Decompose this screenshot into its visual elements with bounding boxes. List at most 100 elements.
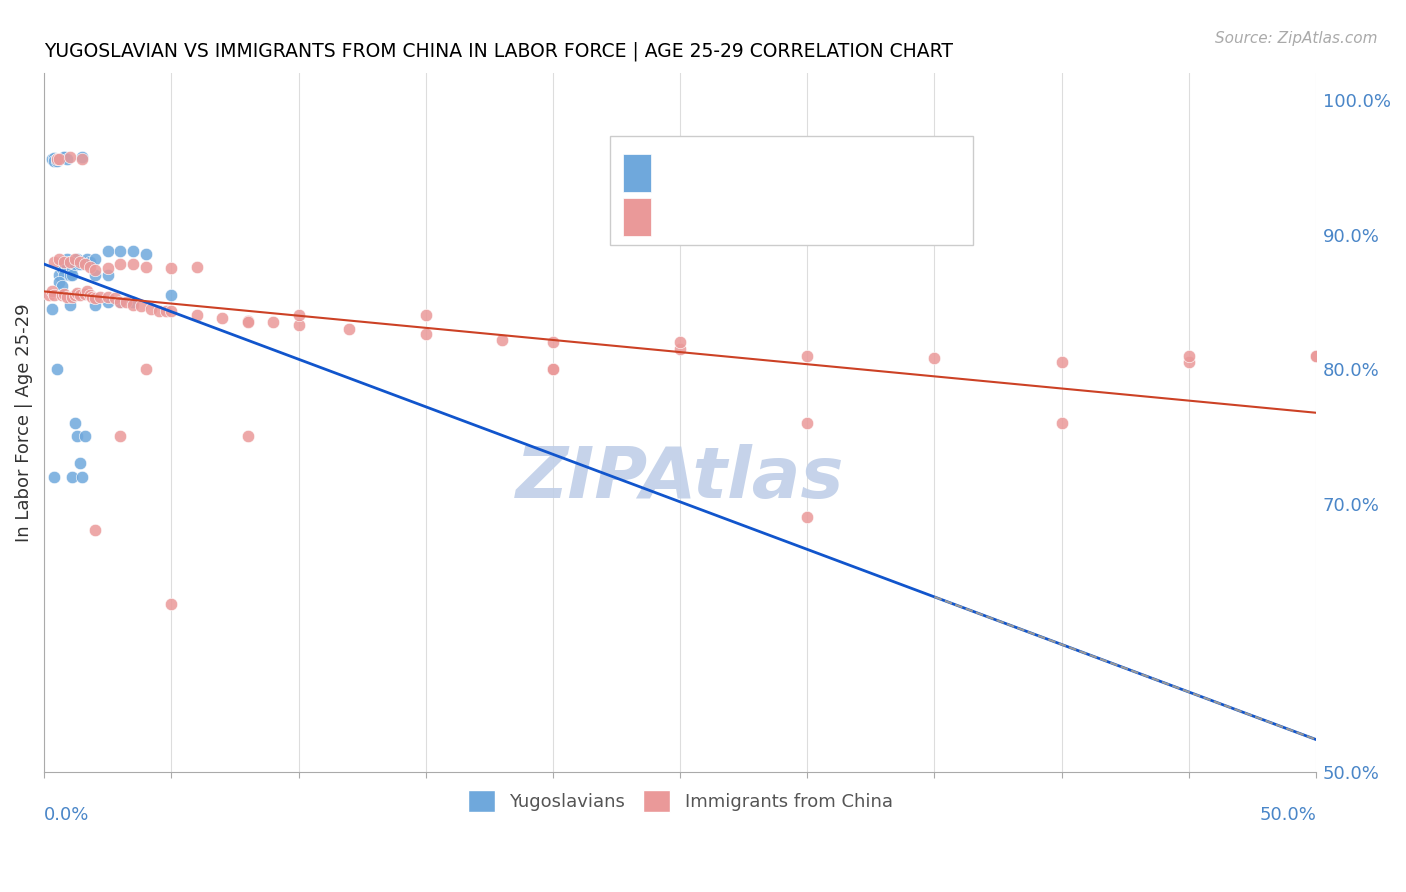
Point bbox=[44, 288, 66, 302]
Point bbox=[76, 284, 98, 298]
Point bbox=[236, 314, 259, 328]
Point bbox=[63, 288, 86, 302]
Text: R =  0.225    N = 51: R = 0.225 N = 51 bbox=[666, 161, 848, 179]
Point bbox=[63, 257, 86, 271]
Point bbox=[97, 261, 120, 276]
Point bbox=[66, 429, 89, 443]
Point bbox=[44, 153, 66, 168]
Point bbox=[97, 289, 120, 303]
Point bbox=[72, 150, 94, 164]
FancyBboxPatch shape bbox=[623, 198, 651, 236]
Point bbox=[48, 252, 70, 266]
Point bbox=[73, 286, 96, 301]
Point bbox=[337, 322, 360, 336]
Point bbox=[53, 268, 76, 282]
Point bbox=[45, 153, 67, 167]
Point bbox=[84, 252, 107, 266]
Point bbox=[287, 309, 309, 323]
Point bbox=[160, 304, 183, 318]
Point bbox=[541, 362, 564, 376]
Point bbox=[73, 429, 96, 443]
Point bbox=[122, 295, 145, 310]
Point bbox=[51, 288, 73, 302]
Point bbox=[1178, 355, 1201, 369]
Point bbox=[58, 254, 80, 268]
Point bbox=[56, 153, 79, 167]
Point bbox=[541, 335, 564, 350]
Point bbox=[1050, 416, 1073, 430]
Point bbox=[69, 456, 91, 470]
Text: ZIPAtlas: ZIPAtlas bbox=[516, 444, 845, 514]
Point bbox=[72, 469, 94, 483]
Point bbox=[60, 268, 83, 282]
Point bbox=[44, 469, 66, 483]
FancyBboxPatch shape bbox=[623, 153, 651, 193]
Legend: Yugoslavians, Immigrants from China: Yugoslavians, Immigrants from China bbox=[460, 783, 900, 820]
Point bbox=[129, 299, 152, 313]
Point bbox=[53, 286, 76, 301]
Point bbox=[104, 291, 127, 305]
Point bbox=[122, 298, 145, 312]
Point bbox=[53, 150, 76, 164]
Point bbox=[287, 318, 309, 332]
Point bbox=[135, 362, 157, 376]
Point bbox=[73, 257, 96, 271]
Point bbox=[73, 254, 96, 268]
Point bbox=[160, 598, 183, 612]
Point bbox=[84, 524, 107, 538]
Point bbox=[110, 295, 132, 310]
Point bbox=[79, 254, 101, 268]
Point bbox=[122, 257, 145, 271]
Point bbox=[110, 295, 132, 310]
Point bbox=[60, 469, 83, 483]
Point bbox=[58, 268, 80, 282]
Point bbox=[84, 291, 107, 305]
Point bbox=[51, 278, 73, 293]
Point bbox=[38, 288, 60, 302]
Point bbox=[60, 289, 83, 303]
Point bbox=[796, 349, 818, 363]
Point bbox=[110, 257, 132, 271]
Point bbox=[48, 275, 70, 289]
Point bbox=[541, 362, 564, 376]
Text: 0.0%: 0.0% bbox=[44, 806, 90, 824]
Point bbox=[58, 150, 80, 164]
Point bbox=[236, 429, 259, 443]
Point bbox=[1305, 349, 1327, 363]
Point bbox=[796, 510, 818, 524]
Point bbox=[186, 260, 208, 274]
Point bbox=[236, 315, 259, 329]
Point bbox=[48, 153, 70, 167]
Point bbox=[51, 254, 73, 268]
Point bbox=[72, 153, 94, 167]
Point bbox=[66, 285, 89, 300]
Point bbox=[56, 289, 79, 303]
Point bbox=[60, 261, 83, 276]
Point bbox=[63, 252, 86, 266]
Point bbox=[69, 288, 91, 302]
Point bbox=[56, 260, 79, 274]
Point bbox=[41, 301, 63, 316]
Point bbox=[796, 416, 818, 430]
Point bbox=[58, 298, 80, 312]
Point bbox=[53, 150, 76, 164]
Point bbox=[139, 301, 162, 316]
Point bbox=[669, 342, 692, 356]
Point bbox=[1178, 349, 1201, 363]
Text: R = -0.166    N = 76: R = -0.166 N = 76 bbox=[666, 206, 849, 224]
Point bbox=[51, 261, 73, 276]
Point bbox=[135, 246, 157, 260]
Point bbox=[160, 261, 183, 276]
Point bbox=[97, 244, 120, 258]
Point bbox=[48, 153, 70, 167]
Point bbox=[114, 295, 136, 310]
Point bbox=[155, 304, 177, 318]
Point bbox=[211, 311, 233, 326]
Point bbox=[56, 252, 79, 266]
Point bbox=[148, 304, 170, 318]
Point bbox=[45, 362, 67, 376]
Text: Source: ZipAtlas.com: Source: ZipAtlas.com bbox=[1215, 31, 1378, 46]
Point bbox=[491, 333, 513, 347]
Point bbox=[262, 315, 284, 329]
Point bbox=[66, 252, 89, 266]
